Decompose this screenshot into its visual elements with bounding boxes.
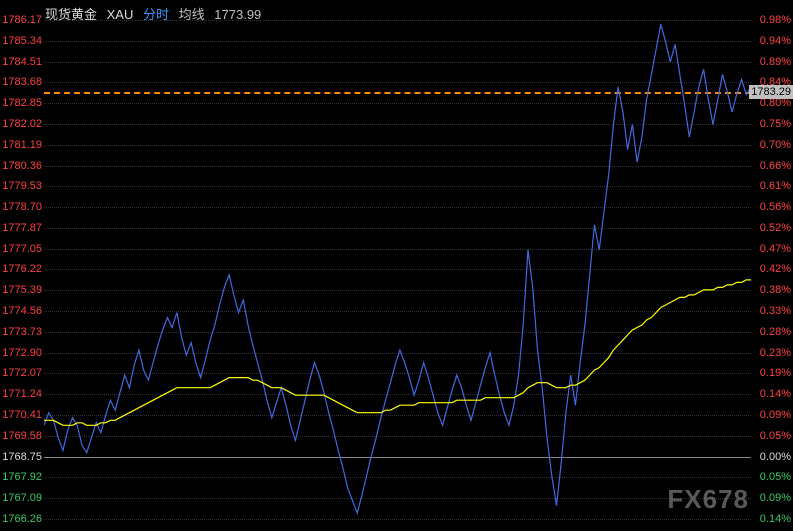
right-tick-label: 0.66% (753, 160, 791, 172)
chart-svg (44, 20, 751, 519)
left-tick-label: 1774.56 (2, 305, 42, 317)
period-label: 分时 (143, 7, 169, 22)
left-tick-label: 1782.85 (2, 97, 42, 109)
right-tick-label: 0.70% (753, 139, 791, 151)
left-tick-label: 1773.73 (2, 326, 42, 338)
title-label: 现货黄金 (45, 7, 97, 22)
right-tick-label: 0.47% (753, 243, 791, 255)
left-tick-label: 1768.75 (2, 451, 42, 463)
indicator-label: 均线 (179, 7, 205, 22)
right-tick-label: 0.94% (753, 35, 791, 47)
left-tick-label: 1766.26 (2, 513, 42, 525)
right-tick-label: 0.52% (753, 222, 791, 234)
right-tick-label: 0.09% (753, 409, 791, 421)
right-tick-label: 0.05% (753, 430, 791, 442)
left-tick-label: 1779.53 (2, 180, 42, 192)
left-tick-label: 1771.24 (2, 388, 42, 400)
right-tick-label: 0.98% (753, 14, 791, 26)
watermark: FX678 (667, 484, 749, 515)
right-tick-label: 0.28% (753, 326, 791, 338)
right-tick-label: 0.05% (753, 471, 791, 483)
right-tick-label: 0.33% (753, 305, 791, 317)
left-tick-label: 1775.39 (2, 284, 42, 296)
last-price-label: 1773.99 (214, 7, 261, 22)
current-price-box: 1783.29 (749, 85, 793, 99)
right-tick-label: 0.75% (753, 118, 791, 130)
left-tick-label: 1778.70 (2, 201, 42, 213)
left-tick-label: 1776.22 (2, 263, 42, 275)
left-tick-label: 1769.58 (2, 430, 42, 442)
right-tick-label: 0.23% (753, 347, 791, 359)
left-tick-label: 1786.17 (2, 14, 42, 26)
left-tick-label: 1772.07 (2, 367, 42, 379)
left-tick-label: 1777.05 (2, 243, 42, 255)
left-tick-label: 1767.92 (2, 471, 42, 483)
right-tick-label: 0.89% (753, 56, 791, 68)
left-tick-label: 1770.41 (2, 409, 42, 421)
left-tick-label: 1781.19 (2, 139, 42, 151)
symbol-label: XAU (107, 7, 134, 22)
right-tick-label: 0.38% (753, 284, 791, 296)
left-tick-label: 1780.36 (2, 160, 42, 172)
right-tick-label: 0.42% (753, 263, 791, 275)
chart-container: 现货黄金 XAU 分时 均线 1773.99 1786.17 1785.34 178… (0, 0, 793, 531)
right-tick-label: 0.61% (753, 180, 791, 192)
left-tick-label: 1784.51 (2, 56, 42, 68)
chart-header: 现货黄金 XAU 分时 均线 1773.99 (45, 4, 267, 23)
right-tick-label: 0.19% (753, 367, 791, 379)
left-tick-label: 1777.87 (2, 222, 42, 234)
left-tick-label: 1782.02 (2, 118, 42, 130)
chart-plot-area[interactable] (44, 20, 751, 519)
left-tick-label: 1772.90 (2, 347, 42, 359)
right-tick-label: 0.09% (753, 492, 791, 504)
left-tick-label: 1785.34 (2, 35, 42, 47)
right-tick-label: 0.00% (753, 451, 791, 463)
right-tick-label: 0.14% (753, 388, 791, 400)
left-tick-label: 1767.09 (2, 492, 42, 504)
left-tick-label: 1783.68 (2, 76, 42, 88)
right-tick-label: 0.56% (753, 201, 791, 213)
right-tick-label: 0.14% (753, 513, 791, 525)
